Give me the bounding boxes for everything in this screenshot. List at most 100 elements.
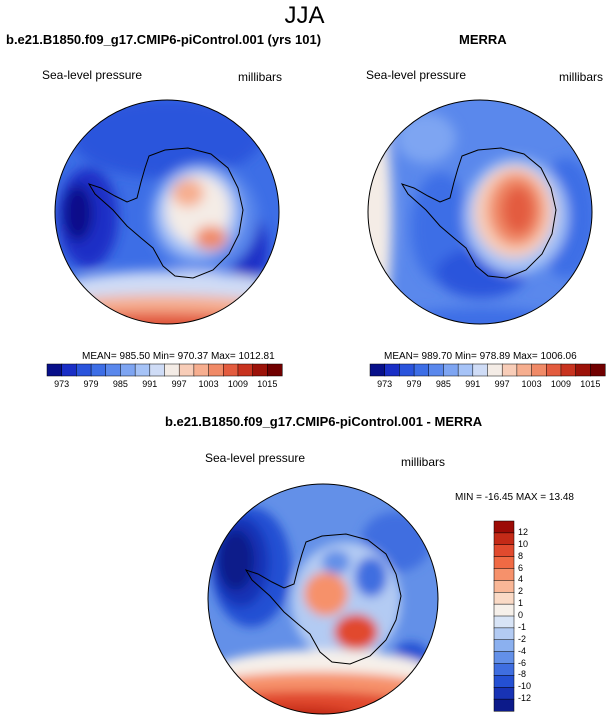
panel-diff-colorbar-box	[493, 520, 515, 534]
panel-model-colorbar-box	[252, 363, 268, 377]
panel-diff-colorbar-tick-label: -4	[518, 645, 527, 656]
panel-diff-colorbar-tick-label: -6	[518, 657, 527, 668]
panel-diff-colorbar-tick-label: 8	[518, 550, 524, 561]
panel-obs-colorbar-tick-label: 985	[435, 379, 451, 389]
panel-obs-map	[367, 99, 593, 325]
panel-model-colorbar-box	[193, 363, 210, 377]
panel-diff-colorbar-box	[493, 615, 515, 629]
panel-diff-colorbar-box	[493, 639, 515, 653]
panel-obs-colorbar-box	[531, 363, 547, 377]
panel-diff-stats: MIN = -16.45 MAX = 13.48	[455, 492, 574, 503]
panel-diff-colorbar-box	[493, 687, 515, 700]
panel-obs-colorbar-tick-label: 979	[406, 379, 422, 389]
panel-obs-colorbar	[369, 363, 606, 377]
panel-diff-colorbar-tick-label: -2	[518, 633, 527, 644]
panel-model-colorbar-box	[46, 363, 63, 377]
panel-obs-colorbar-tick-label: 997	[494, 379, 510, 389]
panel-model-colorbar-box	[134, 363, 151, 377]
panel-diff-variable-label: Sea-level pressure	[205, 451, 306, 465]
panel-model-title: b.e21.B1850.f09_g17.CMIP6-piControl.001 …	[6, 32, 322, 47]
panel-diff-colorbar-box	[493, 675, 515, 688]
panel-obs-units-label: millibars	[559, 70, 604, 84]
figure-title: JJA	[284, 2, 325, 29]
panel-diff-map	[207, 483, 439, 715]
panel-obs-colorbar-box	[443, 363, 459, 377]
panel-model-colorbar-tick-label: 991	[142, 379, 158, 389]
panel-model-stats: MEAN= 985.50 Min= 970.37 Max= 1012.81	[82, 351, 275, 362]
panel-model-colorbar-ticks: 973 979 985 991 997 1003 1009 1015	[47, 379, 282, 391]
panel-model-colorbar-box	[223, 363, 239, 377]
panel-model-colorbar-box	[178, 363, 195, 377]
panel-diff-colorbar-box	[493, 580, 515, 593]
panel-obs-colorbar-tick-label: 991	[465, 379, 481, 389]
panel-model-colorbar-box	[164, 363, 180, 377]
panel-diff-colorbar-tick-label: 1	[518, 598, 524, 609]
panel-obs-colorbar-box	[487, 363, 503, 377]
panel-model-colorbar-box	[76, 363, 92, 377]
panel-model-colorbar-tick-label: 985	[112, 379, 128, 389]
panel-diff-colorbar-box	[493, 698, 515, 712]
panel-diff-colorbar-box	[493, 544, 515, 558]
panel-obs-colorbar-tick-label: 1003	[521, 379, 542, 389]
panel-diff-colorbar	[493, 520, 515, 712]
panel-diff-colorbar-tick-label: 12	[518, 526, 529, 537]
panel-obs-colorbar-box	[399, 363, 415, 377]
panel-model-colorbar	[46, 363, 283, 377]
panel-model-colorbar-tick-label: 1015	[257, 379, 278, 389]
panel-obs-colorbar-tick-label: 1009	[550, 379, 571, 389]
panel-diff-colorbar-box	[493, 556, 515, 570]
panel-diff-colorbar-tick-label: 2	[518, 586, 524, 597]
panel-model-colorbar-tick-label: 1009	[227, 379, 248, 389]
panel-diff-colorbar-tick-label: -8	[518, 669, 527, 680]
panel-diff-colorbar-tick-label: -12	[518, 693, 532, 704]
panel-obs-colorbar-tick-label: 1015	[580, 379, 601, 389]
panel-obs-colorbar-box	[472, 363, 489, 377]
panel-diff-colorbar-box	[493, 651, 515, 665]
panel-obs-colorbar-box	[516, 363, 533, 377]
panel-diff-colorbar-box	[493, 568, 515, 581]
panel-diff-colorbar-tick-label: 0	[518, 610, 524, 620]
panel-obs-colorbar-box	[369, 363, 386, 377]
panel-diff-colorbar-ticks: 12 10 8 6 4 2 1 0 -1 -2 -4 -6 -8 -10 -12	[518, 521, 548, 711]
panel-diff-colorbar-tick-label: -1	[518, 621, 527, 632]
panel-diff-colorbar-box	[493, 663, 515, 676]
panel-obs-colorbar-box	[457, 363, 474, 377]
panel-obs-colorbar-box	[501, 363, 518, 377]
panel-model-units-label: millibars	[238, 70, 283, 84]
panel-obs-title: MERRA	[459, 32, 507, 47]
panel-model-colorbar-tick-label: 973	[54, 379, 70, 389]
panel-model-colorbar-box	[120, 363, 136, 377]
panel-model-variable-label: Sea-level pressure	[42, 68, 143, 82]
panel-model-colorbar-box	[90, 363, 107, 377]
panel-model-colorbar-box	[149, 363, 166, 377]
panel-diff-colorbar-tick-label: 10	[518, 538, 529, 549]
panel-model-colorbar-tick-label: 1003	[198, 379, 219, 389]
panel-obs-colorbar-box	[384, 363, 400, 377]
panel-model-colorbar-box	[208, 363, 224, 377]
panel-obs-colorbar-ticks: 973 979 985 991 997 1003 1009 1015	[370, 379, 605, 391]
panel-obs-colorbar-box	[428, 363, 444, 377]
panel-diff-colorbar-tick-label: -10	[518, 681, 532, 692]
panel-model-colorbar-box	[267, 363, 283, 377]
panel-obs-colorbar-box	[590, 363, 606, 377]
panel-obs-colorbar-box	[560, 363, 577, 377]
panel-obs-colorbar-box	[575, 363, 591, 377]
panel-obs-colorbar-box	[413, 363, 430, 377]
panel-diff-colorbar-tick-label: 4	[518, 574, 524, 585]
panel-diff-units-label: millibars	[401, 455, 446, 469]
panel-diff-title: b.e21.B1850.f09_g17.CMIP6-piControl.001 …	[165, 414, 483, 429]
panel-model-colorbar-tick-label: 997	[171, 379, 187, 389]
panel-obs-colorbar-box	[546, 363, 562, 377]
panel-obs-stats: MEAN= 989.70 Min= 978.89 Max= 1006.06	[384, 351, 577, 362]
panel-obs-colorbar-tick-label: 973	[377, 379, 393, 389]
panel-model-colorbar-box	[105, 363, 121, 377]
panel-model-map	[54, 99, 280, 325]
panel-diff-colorbar-box	[493, 592, 515, 605]
panel-model-colorbar-box	[61, 363, 77, 377]
panel-diff-colorbar-tick-label: 6	[518, 562, 524, 573]
panel-diff-colorbar-box	[493, 627, 515, 641]
panel-model-colorbar-box	[237, 363, 254, 377]
panel-diff-colorbar-box	[493, 603, 515, 617]
panel-model-colorbar-tick-label: 979	[83, 379, 99, 389]
panel-diff-colorbar-box	[493, 532, 515, 546]
